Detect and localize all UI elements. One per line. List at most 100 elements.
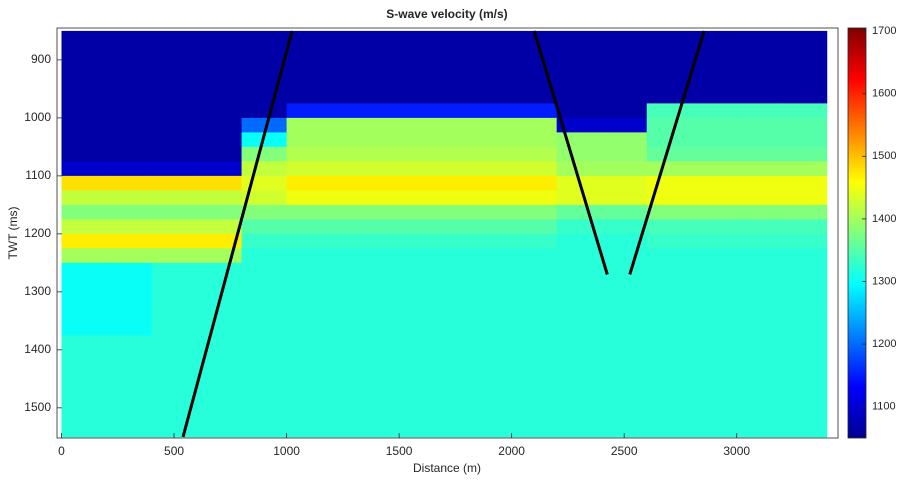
heat-cell <box>556 335 603 351</box>
x-tick-label: 0 <box>58 444 65 458</box>
colorbar-tick-label: 1200 <box>872 338 896 350</box>
heat-cell <box>466 132 513 148</box>
heat-cell <box>331 190 378 206</box>
heat-cell <box>781 364 828 380</box>
heat-cell <box>556 30 603 46</box>
heat-cell <box>601 393 648 409</box>
heat-cell <box>196 393 243 409</box>
heat-cell <box>556 393 603 409</box>
heat-cell <box>106 103 153 119</box>
heat-cell <box>106 146 153 162</box>
heat-cell <box>376 291 423 307</box>
heat-cell <box>736 378 783 394</box>
heat-cell <box>736 190 783 206</box>
heat-cell <box>106 74 153 90</box>
heat-cell <box>196 335 243 351</box>
heat-cell <box>691 175 738 191</box>
heat-cell <box>646 407 693 423</box>
heat-cell <box>736 161 783 177</box>
heat-cell <box>241 59 288 75</box>
heat-cell <box>466 306 513 322</box>
heat-cell <box>61 422 108 438</box>
heat-cell <box>511 248 558 264</box>
heat-cell <box>196 407 243 423</box>
heat-cell <box>331 277 378 293</box>
heat-cell <box>781 175 828 191</box>
heat-cell <box>61 219 108 235</box>
heat-cell <box>601 45 648 61</box>
heat-cell <box>736 233 783 249</box>
heat-cell <box>556 407 603 423</box>
heat-cell <box>646 335 693 351</box>
heat-cell <box>736 320 783 336</box>
heat-cell <box>331 45 378 61</box>
heat-cell <box>196 219 243 235</box>
heat-cell <box>61 45 108 61</box>
heat-cell <box>736 219 783 235</box>
heat-cell <box>601 117 648 133</box>
colorbar-tick-label: 1700 <box>872 25 896 37</box>
heat-cell <box>511 59 558 75</box>
plot-frame <box>56 27 839 439</box>
heat-cell <box>421 219 468 235</box>
heat-cell <box>331 233 378 249</box>
heat-cell <box>691 204 738 220</box>
heat-cell <box>736 103 783 119</box>
heat-cell <box>511 190 558 206</box>
heat-cell <box>421 30 468 46</box>
heat-cell <box>691 45 738 61</box>
heat-cell <box>376 277 423 293</box>
heat-cell <box>421 320 468 336</box>
heat-cell <box>286 190 333 206</box>
heat-cell <box>331 320 378 336</box>
heat-cell <box>421 335 468 351</box>
heat-cell <box>466 364 513 380</box>
heat-cell <box>286 233 333 249</box>
heat-cell <box>61 117 108 133</box>
heat-cell <box>421 132 468 148</box>
heat-cell <box>61 161 108 177</box>
x-tick-label: 2500 <box>611 444 638 458</box>
heat-cell <box>241 306 288 322</box>
heat-cell <box>286 378 333 394</box>
heat-cell <box>466 277 513 293</box>
fault-line <box>181 30 294 438</box>
heat-cell <box>151 407 198 423</box>
heat-cell <box>511 277 558 293</box>
heat-cell <box>781 349 828 365</box>
heat-cell <box>106 248 153 264</box>
heat-cell <box>106 59 153 75</box>
heat-cell <box>376 393 423 409</box>
heat-cell <box>376 320 423 336</box>
heat-cell <box>601 262 648 278</box>
heat-cell <box>61 407 108 423</box>
heat-cell <box>421 103 468 119</box>
heat-cell <box>646 393 693 409</box>
heat-cell <box>736 335 783 351</box>
heat-cell <box>691 335 738 351</box>
heat-cell <box>106 204 153 220</box>
heat-cell <box>241 364 288 380</box>
heat-cell <box>691 306 738 322</box>
heat-cell <box>196 45 243 61</box>
heat-cell <box>466 146 513 162</box>
heat-cell <box>601 132 648 148</box>
heat-cell <box>106 161 153 177</box>
heat-cell <box>466 407 513 423</box>
heat-cell <box>601 103 648 119</box>
heat-cell <box>556 233 603 249</box>
heat-cell <box>736 364 783 380</box>
y-tick-label: 1300 <box>24 284 51 298</box>
heat-cell <box>646 248 693 264</box>
heat-cell <box>691 291 738 307</box>
heat-cell <box>331 59 378 75</box>
heat-cell <box>646 103 693 119</box>
heat-cell <box>466 291 513 307</box>
heat-cell <box>556 277 603 293</box>
heat-cell <box>646 45 693 61</box>
heat-cell <box>601 88 648 104</box>
heat-cell <box>421 175 468 191</box>
heat-cell <box>646 291 693 307</box>
heat-cell <box>601 364 648 380</box>
heat-cell <box>556 103 603 119</box>
